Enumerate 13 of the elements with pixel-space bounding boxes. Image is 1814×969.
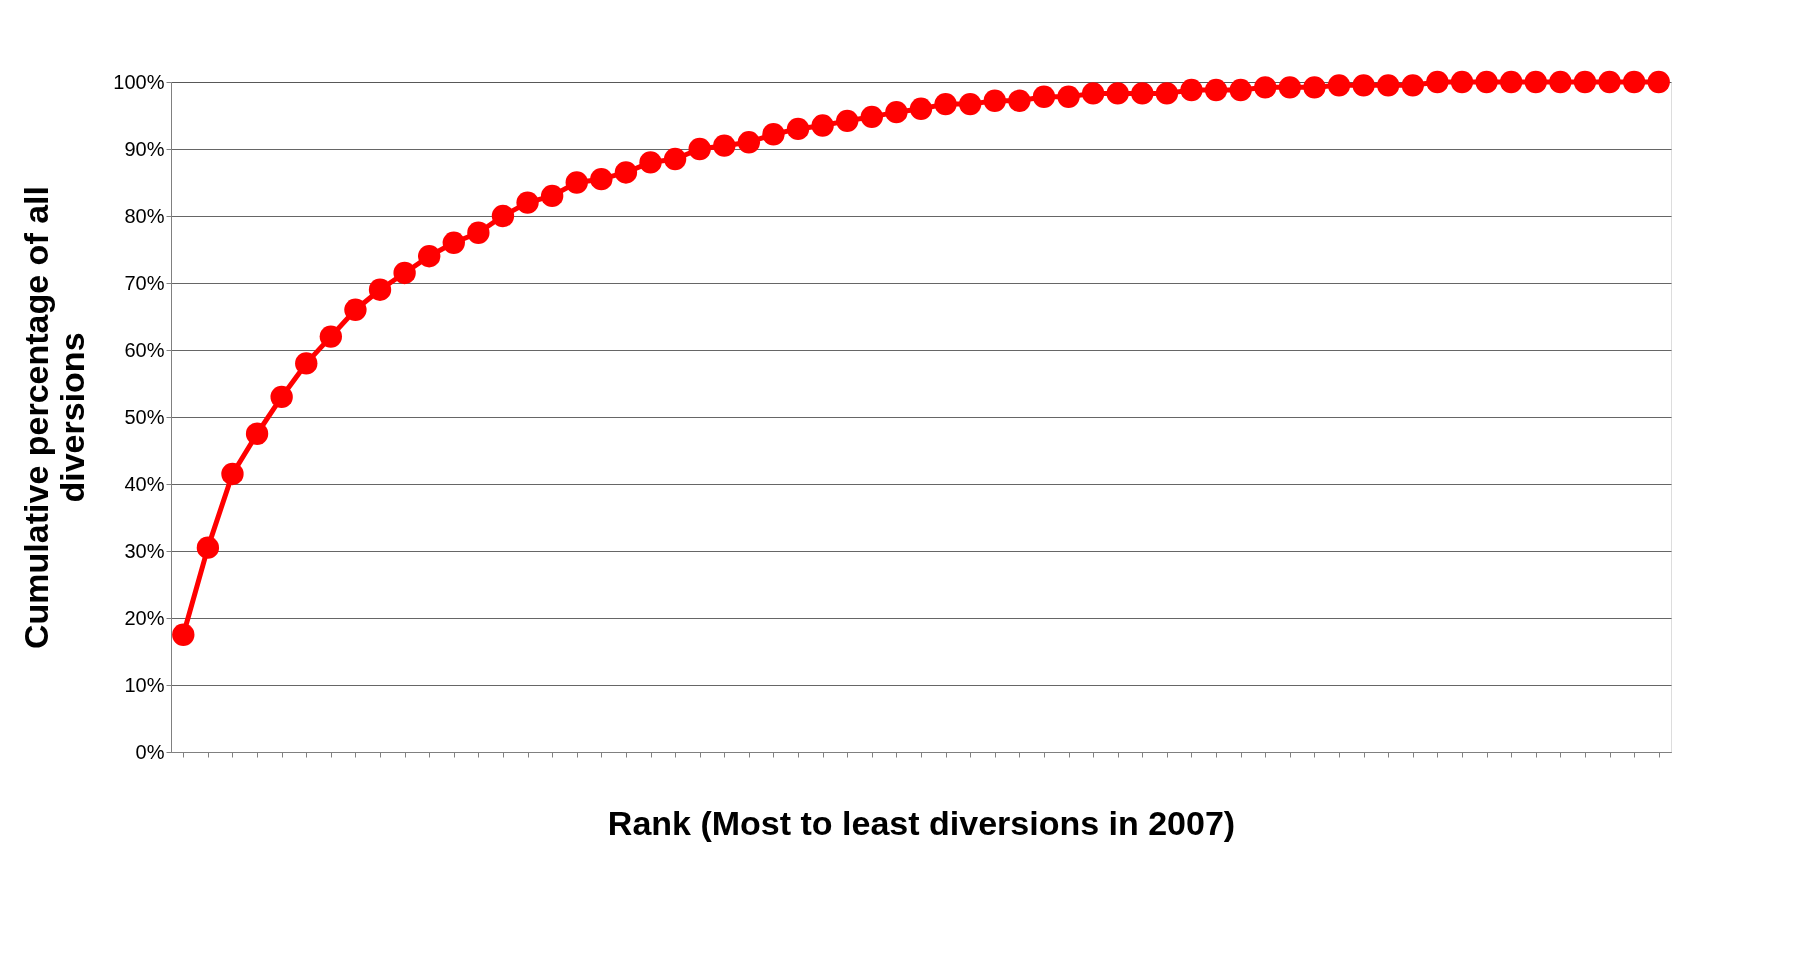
y-tick-label: 100%	[113, 70, 165, 93]
y-tick-label: 80%	[124, 204, 165, 227]
y-tick-label: 30%	[124, 539, 165, 562]
y-tick-label: 70%	[124, 271, 165, 294]
y-axis-title: Cumulative percentage of all diversions	[17, 186, 92, 649]
y-tick-label: 10%	[124, 673, 165, 696]
x-axis-title: Rank (Most to least diversions in 2007)	[607, 804, 1236, 842]
y-tick-label: 60%	[124, 338, 165, 361]
y-tick-label: 20%	[124, 606, 165, 629]
y-tick-label: 90%	[124, 137, 165, 160]
y-tick-label: 40%	[124, 472, 165, 495]
y-tick-label: 50%	[124, 405, 165, 428]
y-tick-label: 0%	[135, 740, 165, 763]
